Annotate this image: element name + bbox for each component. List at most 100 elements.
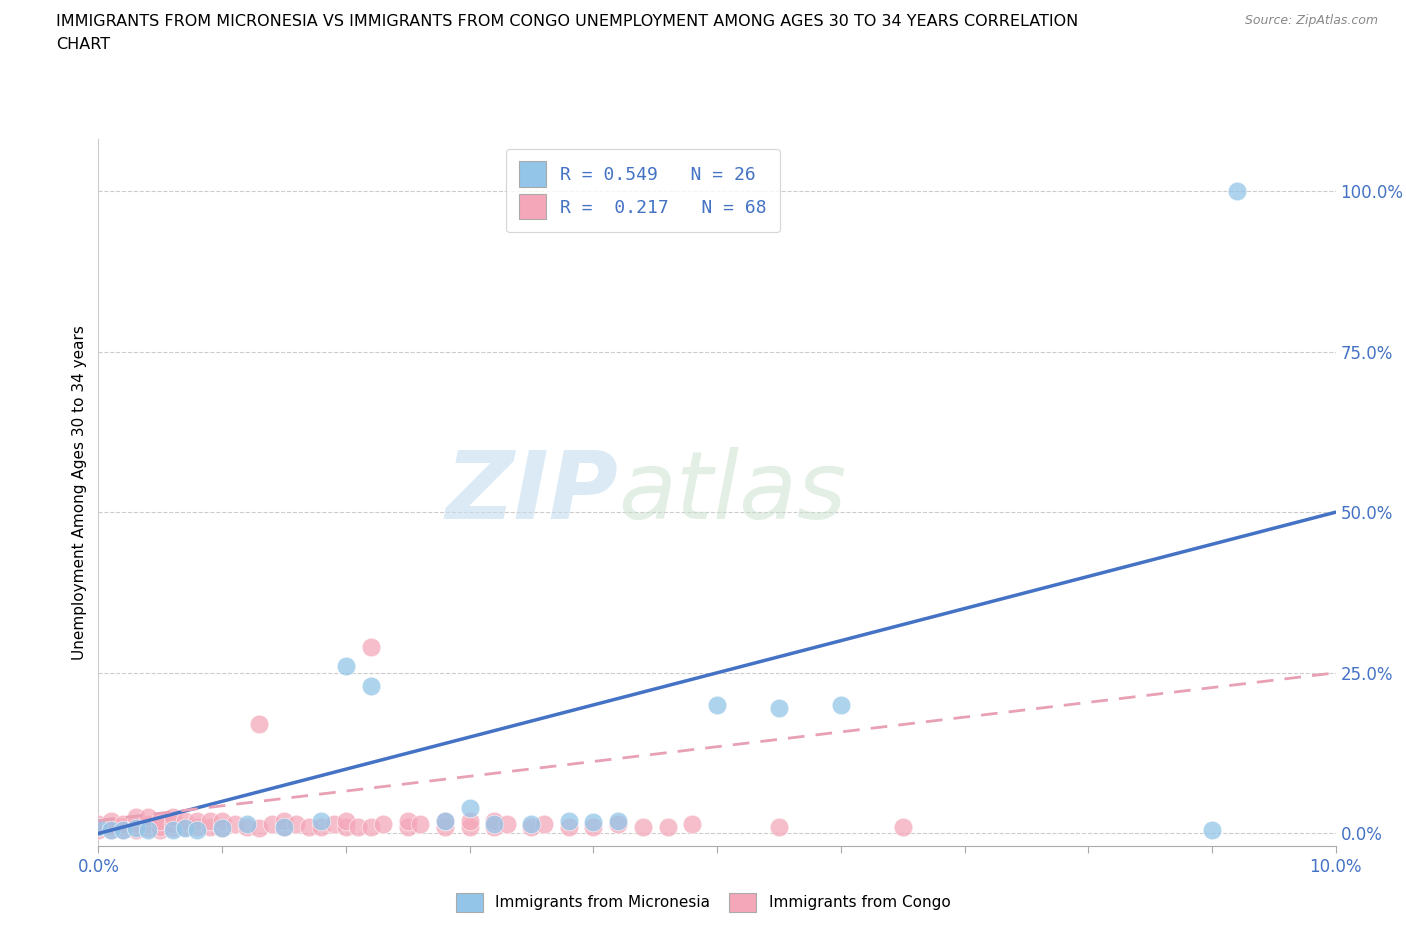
Point (768, 700, 790, 715)
Point (273, 819, 295, 834)
Point (186, 823, 208, 838)
Point (396, 813, 419, 828)
Point (186, 813, 208, 828)
Text: IMMIGRANTS FROM MICRONESIA VS IMMIGRANTS FROM CONGO UNEMPLOYMENT AMONG AGES 30 T: IMMIGRANTS FROM MICRONESIA VS IMMIGRANTS… (56, 14, 1078, 29)
Point (1226, 183, 1249, 198)
Point (211, 821, 233, 836)
Point (495, 817, 517, 831)
Point (87, 819, 110, 834)
Point (360, 678, 382, 693)
Text: CHART: CHART (56, 37, 110, 52)
Point (458, 819, 481, 834)
Point (396, 819, 419, 834)
Point (484, 813, 506, 828)
Point (273, 813, 295, 828)
Point (211, 821, 233, 836)
Point (260, 817, 283, 831)
Text: atlas: atlas (619, 447, 846, 538)
Point (186, 819, 208, 834)
Legend: R = 0.549   N = 26, R =  0.217   N = 68: R = 0.549 N = 26, R = 0.217 N = 68 (506, 149, 779, 232)
Point (582, 819, 605, 834)
Point (309, 813, 332, 828)
Point (371, 817, 394, 831)
Point (224, 817, 246, 831)
Point (458, 801, 481, 816)
Point (162, 823, 184, 838)
Point (174, 821, 197, 836)
Point (100, 821, 122, 836)
Point (533, 817, 555, 831)
Point (768, 819, 790, 834)
Point (657, 819, 679, 834)
Point (236, 819, 259, 834)
Point (335, 659, 357, 674)
Point (273, 819, 295, 834)
Point (100, 823, 122, 838)
Point (112, 823, 135, 838)
Point (433, 819, 456, 834)
Point (174, 819, 197, 834)
Text: ZIP: ZIP (446, 447, 619, 538)
Point (236, 817, 259, 831)
Point (136, 823, 159, 838)
Point (87, 817, 110, 831)
Point (247, 717, 270, 732)
Point (298, 819, 321, 834)
Point (87, 823, 110, 838)
Point (198, 813, 221, 828)
Point (112, 817, 135, 831)
Point (247, 821, 270, 836)
Point (360, 640, 382, 655)
Point (124, 817, 146, 831)
Legend: Immigrants from Micronesia, Immigrants from Congo: Immigrants from Micronesia, Immigrants f… (450, 887, 956, 918)
Point (433, 813, 456, 828)
Point (136, 821, 159, 836)
Point (520, 819, 543, 834)
Point (198, 819, 221, 834)
Point (891, 819, 914, 834)
Point (335, 813, 357, 828)
Point (557, 819, 579, 834)
Point (285, 817, 308, 831)
Point (100, 823, 122, 838)
Point (582, 815, 605, 830)
Text: Source: ZipAtlas.com: Source: ZipAtlas.com (1244, 14, 1378, 27)
Point (409, 817, 432, 831)
Point (100, 818, 122, 833)
Point (322, 817, 344, 831)
Point (124, 823, 146, 838)
Point (520, 817, 543, 831)
Point (149, 813, 172, 828)
Point (162, 821, 184, 836)
Point (100, 813, 122, 828)
Point (174, 813, 197, 828)
Point (124, 821, 146, 836)
Point (136, 817, 159, 831)
Point (136, 810, 159, 825)
Point (1201, 823, 1223, 838)
Point (607, 817, 630, 831)
Point (149, 819, 172, 834)
Point (112, 819, 135, 834)
Point (124, 819, 146, 834)
Point (706, 698, 728, 712)
Point (87, 819, 110, 834)
Point (557, 813, 579, 828)
Point (484, 819, 506, 834)
Point (309, 819, 332, 834)
Point (112, 823, 135, 838)
Point (347, 819, 370, 834)
Point (484, 817, 506, 831)
Point (162, 817, 184, 831)
Point (607, 813, 630, 828)
Point (211, 813, 233, 828)
Point (360, 819, 382, 834)
Point (433, 813, 456, 828)
Point (335, 819, 357, 834)
Point (681, 817, 703, 831)
Y-axis label: Unemployment Among Ages 30 to 34 years: Unemployment Among Ages 30 to 34 years (72, 326, 87, 660)
Point (162, 810, 184, 825)
Point (149, 823, 172, 838)
Point (631, 819, 654, 834)
Point (830, 698, 852, 712)
